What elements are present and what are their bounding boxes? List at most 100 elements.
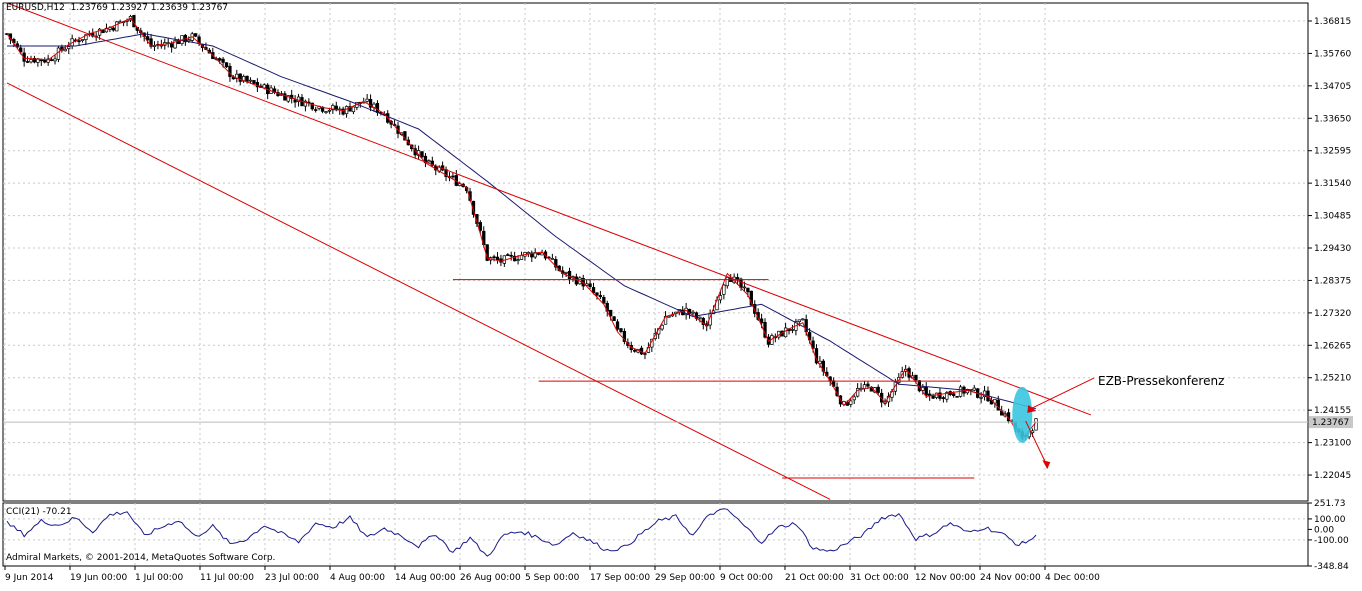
time-tick-label: 31 Oct 00:00: [850, 573, 909, 583]
price-tick-label: 1.30485: [1314, 212, 1351, 222]
candle-body: [849, 400, 853, 405]
candle-body: [293, 99, 297, 103]
candle-body: [159, 44, 164, 47]
candle-body: [519, 254, 524, 260]
forecast-arrow-head: [1042, 460, 1051, 470]
candle-body: [331, 105, 335, 111]
cci-tick-label: -348.84: [1314, 562, 1349, 572]
candle-body: [495, 256, 500, 261]
candle-body: [749, 290, 753, 306]
candle-body: [550, 258, 555, 260]
candle-body: [567, 270, 572, 280]
moving-average-line: [7, 33, 1037, 410]
price-tick-label: 1.24155: [1314, 406, 1351, 416]
cci-tick-label: 100.00: [1314, 515, 1346, 525]
cci-tick-label: 251.73: [1314, 499, 1346, 509]
candle-body: [341, 108, 345, 115]
candle-body: [972, 387, 976, 391]
candle-body: [615, 321, 620, 330]
price-tick-label: 1.32595: [1314, 147, 1351, 157]
price-tick-label: 1.22045: [1314, 471, 1351, 481]
time-tick-label: 14 Aug 00:00: [395, 573, 456, 583]
candle-body: [262, 84, 266, 89]
ohlc-values: 1.23769 1.23927 1.23639 1.23767: [70, 3, 229, 13]
time-tick-label: 11 Jul 00:00: [200, 573, 254, 583]
current-price-box: [1309, 416, 1353, 429]
candle-body: [29, 59, 33, 63]
candle-body: [701, 317, 705, 325]
candle-body: [228, 65, 232, 77]
candle-body: [187, 39, 191, 42]
candle-body: [945, 392, 949, 400]
candle-body: [19, 47, 23, 53]
candle-body: [56, 47, 61, 60]
price-tick-label: 1.25210: [1314, 374, 1351, 384]
candle-body: [283, 93, 287, 101]
candle-body: [619, 328, 623, 332]
candle-body: [430, 160, 434, 166]
candle-body: [598, 295, 603, 298]
price-tick-label: 1.36815: [1314, 17, 1351, 27]
candle-body: [530, 252, 534, 258]
candle-body: [512, 255, 517, 262]
candle-body: [344, 106, 349, 115]
candle-body: [979, 396, 983, 399]
candle-body: [97, 28, 102, 36]
time-tick-label: 9 Oct 00:00: [720, 573, 773, 583]
price-tick-label: 1.28375: [1314, 276, 1351, 286]
candle-body: [921, 387, 925, 391]
time-tick-label: 5 Sep 00:00: [525, 573, 580, 583]
candle-body: [759, 318, 764, 324]
candle-body: [536, 253, 541, 255]
time-tick-label: 19 Jun 00:00: [70, 573, 127, 583]
candle-body: [554, 258, 558, 268]
candle-body: [595, 292, 599, 296]
candle-body: [742, 286, 747, 289]
candle-body: [310, 102, 314, 110]
candle-body: [722, 284, 726, 295]
candle-body: [365, 98, 369, 102]
candle-body: [248, 79, 253, 82]
candle-body: [46, 58, 50, 63]
copyright-text: Admiral Markets, © 2001-2014, MetaQuotes…: [6, 553, 276, 563]
candle-body: [290, 94, 294, 99]
price-tick-label: 1.35760: [1314, 49, 1351, 59]
current-price-label: 1.23767: [1312, 418, 1349, 428]
candle-body: [145, 36, 150, 41]
candle-body: [111, 27, 115, 31]
candle-body: [660, 324, 664, 330]
candle-body: [790, 329, 795, 331]
candle-body: [533, 252, 537, 258]
candle-body: [698, 316, 702, 319]
candle-body: [101, 29, 105, 34]
candle-body: [351, 106, 356, 113]
candle-body: [49, 59, 54, 62]
candle-body: [622, 330, 627, 342]
candle-body: [84, 34, 88, 40]
candle-body: [478, 222, 482, 231]
symbol-label: EURUSD,H12: [6, 3, 65, 13]
candle-body: [314, 109, 318, 111]
candle-body: [602, 297, 606, 304]
candle-body: [173, 40, 177, 49]
candle-body: [77, 40, 81, 43]
candle-body: [783, 327, 788, 338]
candle-body: [801, 318, 805, 321]
candle-body: [718, 295, 723, 301]
candle-body: [53, 58, 57, 62]
time-tick-label: 9 Jun 2014: [5, 573, 54, 583]
candle-body: [797, 319, 801, 322]
candle-body: [169, 43, 174, 48]
candle-body: [952, 393, 956, 396]
candle-body: [852, 396, 856, 401]
candle-body: [612, 316, 616, 321]
candle-body: [955, 395, 959, 398]
candle-body: [862, 384, 867, 389]
candle-body: [348, 106, 352, 112]
candle-body: [609, 309, 613, 317]
time-tick-label: 24 Nov 00:00: [980, 573, 1041, 583]
candle-body: [115, 21, 119, 32]
cci-tick-label: 0.00: [1314, 525, 1334, 535]
